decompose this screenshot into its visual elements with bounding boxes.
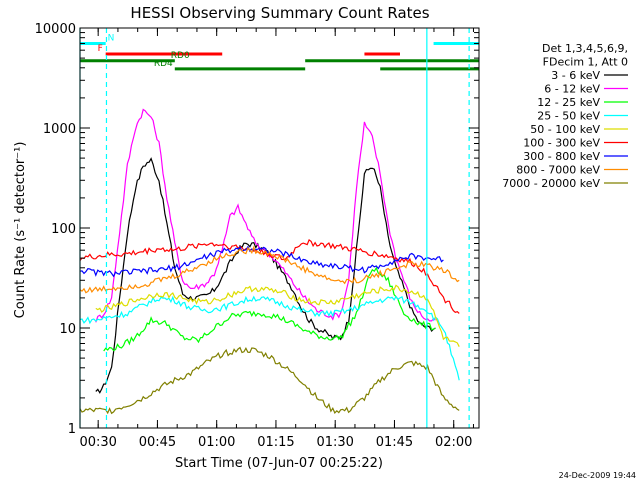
y-tick-label: 10000 <box>35 22 76 37</box>
series-line-4 <box>95 284 460 347</box>
x-tick-label: 01:00 <box>198 435 235 450</box>
legend-header: FDecim 1, Att 0 <box>543 56 628 69</box>
legend-entry-label: 300 - 800 keV <box>523 150 600 163</box>
legend-header: Det 1,3,4,5,6,9, <box>542 42 628 55</box>
y-tick-label: 1 <box>68 422 76 437</box>
legend-entry-label: 7000 - 20000 keV <box>502 177 600 190</box>
x-tick-label: 01:15 <box>257 435 294 450</box>
annotation-label-n: N <box>108 33 115 43</box>
legend-entry-label: 800 - 7000 keV <box>516 164 600 177</box>
y-tick-label: 10 <box>59 322 76 337</box>
series-line-6 <box>79 245 444 278</box>
legend-entry-label: 12 - 25 keV <box>537 96 600 109</box>
legend-entry-label: 100 - 300 keV <box>523 137 600 150</box>
series-line-8 <box>79 346 460 415</box>
series-line-7 <box>79 245 460 294</box>
series-line-5 <box>79 238 460 314</box>
x-axis-label: Start Time (07-Jun-07 00:25:22) <box>175 456 383 471</box>
series-line-2 <box>103 266 436 352</box>
x-tick-label: 01:45 <box>376 435 413 450</box>
y-tick-label: 1000 <box>43 122 76 137</box>
y-axis-label: Count Rate (s⁻¹ detector⁻¹) <box>13 142 28 319</box>
x-tick-label: 00:45 <box>139 435 176 450</box>
legend: Det 1,3,4,5,6,9,FDecim 1, Att 03 - 6 keV… <box>502 42 628 190</box>
annotation-label-rd0: RD0 <box>171 51 190 61</box>
annotation-label-f: F <box>98 44 103 54</box>
x-tick-label: 00:30 <box>79 435 116 450</box>
legend-entry-label: 50 - 100 keV <box>530 123 600 136</box>
plot-frame <box>79 27 480 429</box>
footer-timestamp: 24-Dec-2009 19:44 <box>559 471 636 480</box>
annotation-label-rd4: RD4 <box>154 59 173 69</box>
x-tick-label: 02:00 <box>435 435 472 450</box>
y-tick-label: 100 <box>51 222 76 237</box>
x-tick-label: 01:30 <box>316 435 353 450</box>
vertical-markers <box>79 28 470 428</box>
legend-entry-label: 3 - 6 keV <box>551 69 600 82</box>
series-lines <box>79 108 460 415</box>
chart-title: HESSI Observing Summary Count Rates <box>130 4 429 22</box>
legend-entry-label: 25 - 50 keV <box>537 110 600 123</box>
legend-entry-label: 6 - 12 keV <box>544 83 600 96</box>
series-line-3 <box>79 295 460 381</box>
axes: 00:30 00:45 01:00 01:15 01:30 01:45 02:00 1 10 10… <box>35 22 479 450</box>
